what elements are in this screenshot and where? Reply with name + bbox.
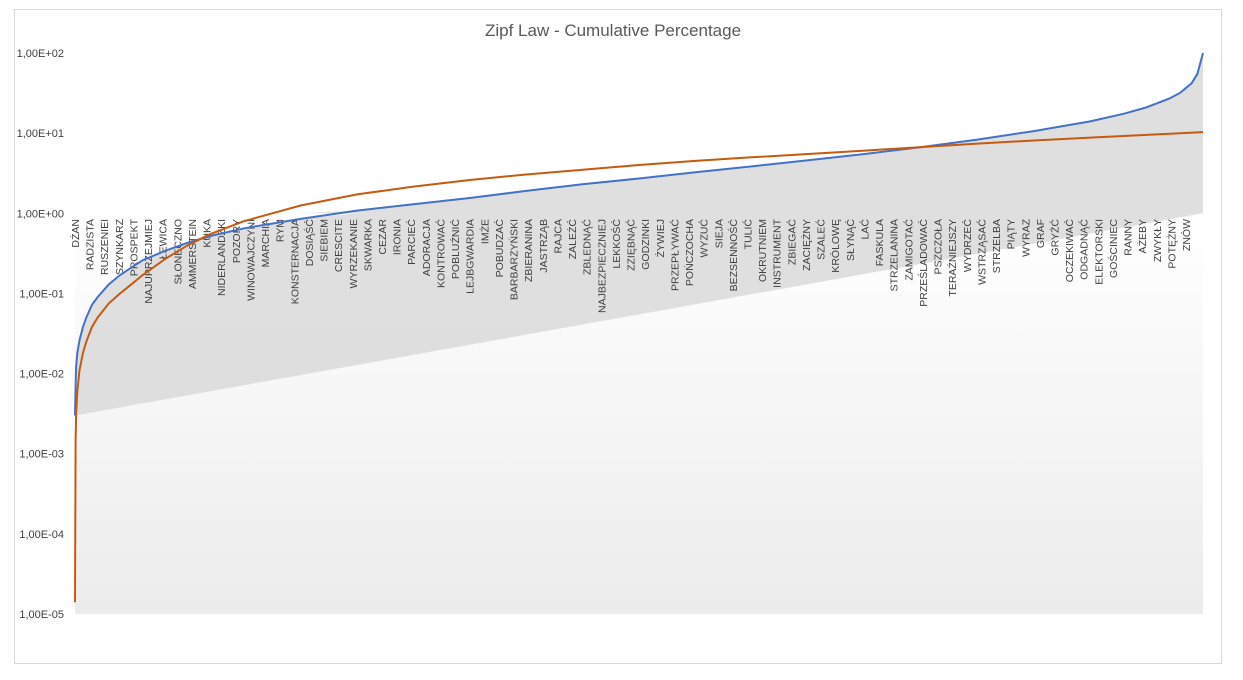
x-tick-label: RUSZENIEI: [99, 219, 111, 275]
x-tick-label: AMMERSTEIN: [187, 219, 199, 289]
x-tick-label: ZZIĘBNĄĆ: [625, 219, 638, 271]
x-tick-label: POBUDZAĆ: [493, 219, 506, 278]
x-tick-label: WINOWAJCZYNI: [245, 219, 257, 301]
x-tick-label: NAJUPRZEJMIEJ: [143, 219, 155, 304]
y-tick-label: 1,00E-01: [19, 288, 64, 300]
x-tick-label: ZNÓW: [1180, 219, 1193, 251]
x-tick-label: CRESCITE: [333, 219, 345, 272]
x-tick-label: GOŚCINIEC: [1107, 219, 1120, 278]
x-tick-label: WYRAZ: [1020, 218, 1032, 257]
x-tick-label: WYZUĆ: [698, 219, 711, 258]
x-tick-label: ZAMIGOTAĆ: [902, 219, 915, 281]
x-tick-label: SZALEĆ: [815, 219, 828, 260]
x-tick-label: NIDERLANDZKI: [216, 219, 228, 296]
x-tick-label: ZBLEDNĄĆ: [581, 219, 594, 275]
x-tick-label: LAĆ: [859, 219, 872, 240]
y-tick-label: 1,00E-03: [19, 449, 64, 461]
x-tick-label: PIĄTY: [1006, 219, 1018, 249]
x-tick-label: BARBARZYŃSKI: [508, 219, 521, 300]
y-tick-label: 1,00E-05: [19, 609, 64, 621]
x-tick-label: PRZEPŁYWAĆ: [668, 219, 681, 291]
x-tick-label: RANNY: [1123, 219, 1135, 256]
x-tick-label: KONSTERNACJA: [289, 219, 301, 304]
x-tick-label: WYDRZEĆ: [961, 219, 974, 272]
x-tick-label: ODGADNĄĆ: [1078, 219, 1091, 280]
x-tick-label: MARCHIA: [260, 219, 272, 267]
series-line-1: [74, 52, 1204, 416]
x-tick-label: PSZCZOŁA: [933, 219, 945, 274]
x-tick-label: SIEBIEM: [319, 219, 331, 262]
x-tick-label: WYRZEKANIE: [348, 219, 360, 288]
x-tick-label: STRZELBA: [991, 219, 1003, 273]
x-tick-label: GRAF: [1035, 219, 1047, 248]
area-fill-upper: [75, 53, 1203, 214]
x-tick-label: OKRUTNIEM: [757, 219, 769, 282]
x-tick-label: TULIĆ: [742, 219, 755, 250]
x-tick-label: ZALEŹĆ: [566, 219, 579, 260]
area-fill-lower: [75, 213, 1203, 416]
y-tick-label: 1,00E-02: [19, 369, 64, 381]
x-tick-label: WSTRZĄSAĆ: [975, 219, 988, 285]
x-tick-label: DŻAN: [69, 219, 82, 248]
x-tick-label: RADZISTA: [85, 219, 97, 270]
x-tick-label: SŁYNĄĆ: [844, 219, 857, 261]
x-tick-label: IMŻE: [478, 219, 491, 244]
x-tick-label: INSTRUMENT: [772, 218, 784, 287]
x-tick-label: KUKA: [202, 219, 214, 248]
x-tick-label: DOSIĄŚĆ: [303, 219, 316, 267]
x-tick-label: POTĘŻNY: [1166, 219, 1179, 269]
x-tick-label: ADORACJA: [421, 219, 433, 276]
x-tick-label: JASTRZĄB: [538, 219, 550, 273]
x-tick-label: KRÓLOWĘ: [829, 219, 842, 273]
x-tick-label: RYM: [275, 219, 287, 242]
x-tick-label: ELEKTORSKI: [1093, 219, 1105, 285]
x-tick-label: PROSPEKT: [129, 218, 141, 276]
x-tick-label: TERAŹNIEJSZY: [946, 219, 959, 297]
x-tick-label: ZBIERANINA: [523, 219, 535, 282]
x-tick-label: FASKULA: [874, 219, 886, 266]
x-tick-label: POŃCZOCHA: [683, 219, 696, 286]
y-tick-label: 1,00E+02: [17, 48, 64, 60]
x-tick-label: SIEJA: [713, 219, 725, 248]
x-tick-label: ZBIEGAĆ: [785, 219, 798, 266]
x-tick-label: OCZEKIWAĆ: [1063, 219, 1076, 283]
x-tick-label: LEJBGWARDIA: [465, 219, 477, 294]
x-tick-label: PRZEŚLADOWAĆ: [917, 219, 930, 307]
y-tick-label: 1,00E-04: [19, 529, 64, 541]
x-tick-label: SKWARKA: [362, 219, 374, 271]
x-tick-label: BEZSENNOŚĆ: [727, 219, 740, 292]
x-tick-label: POBLUŹNIĆ: [449, 219, 462, 280]
x-tick-label: ZWYKŁY: [1152, 219, 1164, 262]
x-tick-label: IRONIA: [392, 219, 404, 255]
x-tick-label: NAJBEZPIECZNIEJ: [596, 219, 608, 313]
x-tick-label: CEZAR: [377, 219, 389, 255]
x-tick-label: RAJCA: [552, 219, 564, 253]
x-tick-label: GRYŹĆ: [1049, 219, 1062, 256]
x-tick-label: ŻYWIEJ: [654, 219, 667, 258]
x-tick-label: ŁEWICA: [158, 219, 170, 259]
y-tick-label: 1,00E+00: [17, 208, 64, 220]
x-tick-label: KONTROWAĆ: [435, 219, 448, 288]
x-tick-label: LEKKOŚĆ: [610, 219, 623, 269]
chart-title: Zipf Law - Cumulative Percentage: [485, 21, 741, 40]
x-tick-label: AŻEBY: [1136, 219, 1149, 253]
x-tick-label: SZYNKARZ: [114, 218, 126, 275]
x-tick-label: PARCIEĆ: [405, 219, 418, 265]
series-line-2: [74, 131, 1204, 603]
x-tick-label: GODZINKI: [640, 219, 652, 270]
x-tick-label: STRZELANINA: [889, 219, 901, 291]
y-tick-label: 1,00E+01: [17, 128, 64, 140]
x-tick-label: ZACIĘŻNY: [800, 219, 813, 271]
